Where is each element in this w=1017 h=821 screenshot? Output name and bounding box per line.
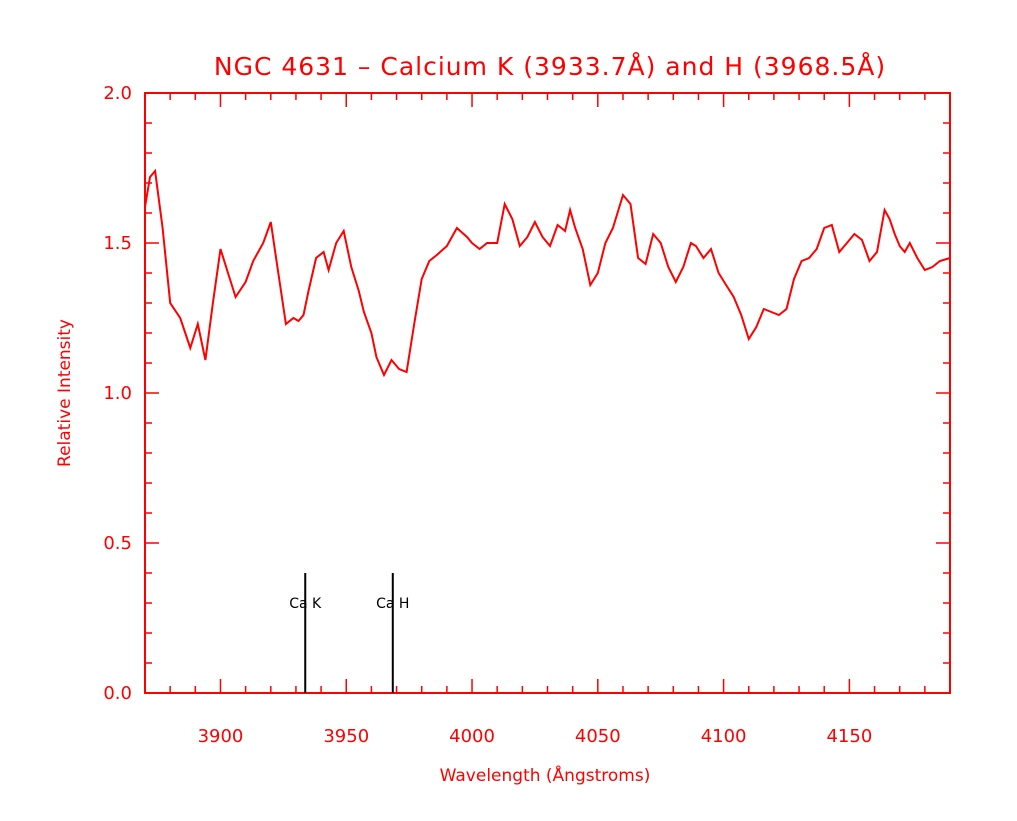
marker-label: Ca K xyxy=(289,596,322,612)
y-tick-label: 2.0 xyxy=(103,83,132,104)
y-tick-label: 0.0 xyxy=(103,683,132,704)
line-markers: Ca K Ca H xyxy=(289,573,409,693)
x-ticks xyxy=(144,93,951,693)
x-axis-label: Wavelength (Ångstroms) xyxy=(440,764,651,786)
chart-title: NGC 4631 – Calcium K (3933.7Å) and H (39… xyxy=(214,52,886,81)
x-tick-label: 4050 xyxy=(575,726,621,747)
x-tick-label: 4100 xyxy=(701,726,747,747)
x-tick-label: 3900 xyxy=(198,726,244,747)
marker-label: Ca H xyxy=(376,596,409,612)
x-tick-labels: 3900 3950 4000 4050 4100 4150 xyxy=(198,726,873,747)
y-tick-label: 1.5 xyxy=(103,233,132,254)
y-tick-label: 0.5 xyxy=(103,533,132,554)
plot-frame xyxy=(144,92,951,694)
y-tick-labels: 0.0 0.5 1.0 1.5 2.0 xyxy=(103,83,132,704)
y-ticks xyxy=(145,92,950,694)
x-tick-label: 3950 xyxy=(323,726,369,747)
x-tick-label: 4000 xyxy=(449,726,495,747)
spectrum-line xyxy=(144,168,951,378)
x-tick-label: 4150 xyxy=(826,726,872,747)
y-tick-label: 1.0 xyxy=(103,383,132,404)
y-axis-label: Relative Intensity xyxy=(55,319,75,467)
